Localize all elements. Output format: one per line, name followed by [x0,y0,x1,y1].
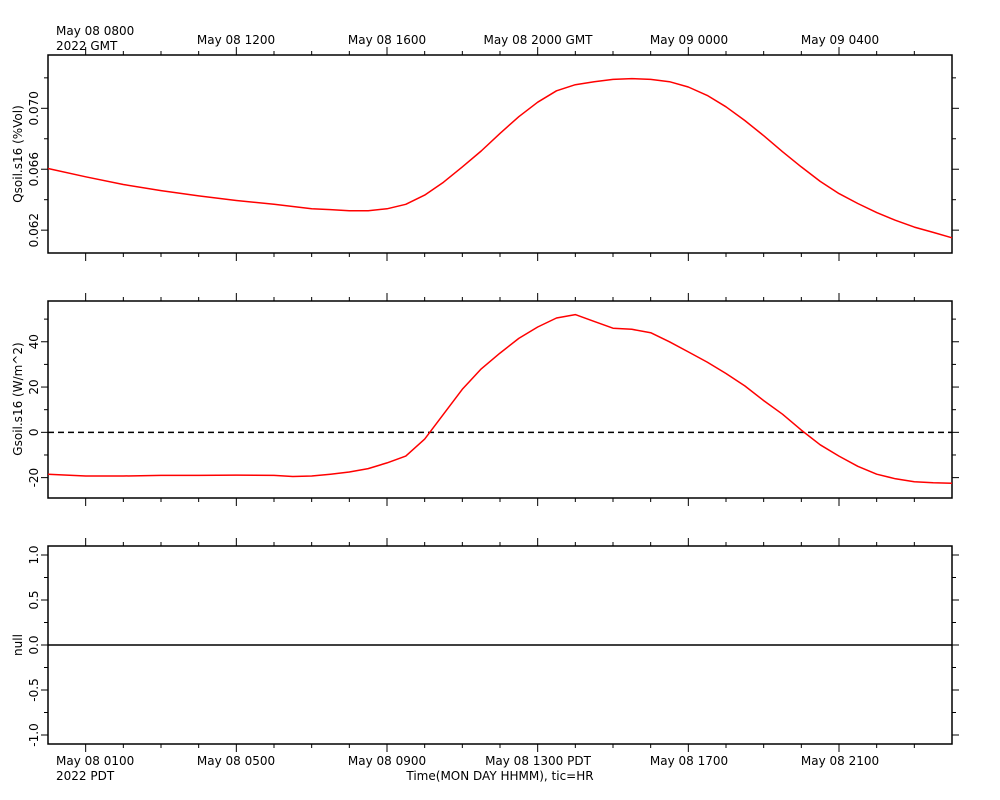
top-axis-corner-line1: May 08 0800 [56,24,134,38]
y-tick-labels: -1.0 -0.5 0.0 0.5 1.0 [27,545,41,746]
y-axis-label: Gsoil.s16 (W/m^2) [11,342,25,455]
top-axis-tick-label: May 08 1600 [348,33,426,47]
y-axis-ticks [41,318,959,479]
y-tick-label: 40 [27,334,41,349]
x-axis-ticks [85,538,915,752]
bottom-time-axis: May 08 0100 2022 PDT May 08 0500 May 08 … [56,754,879,783]
y-tick-label: -0.5 [27,678,41,701]
y-tick-label: 0.066 [27,152,41,186]
plot-frame [47,300,953,499]
x-axis-ticks [85,47,915,261]
bottom-axis-tick-label: May 08 0900 [348,754,426,768]
y-tick-label: -20 [27,468,41,488]
bottom-axis-tick-label: May 08 2100 [801,754,879,768]
y-tick-labels: -20 0 20 40 [27,334,41,487]
top-axis-tick-label: May 08 1200 [197,33,275,47]
x-axis-ticks [85,293,915,506]
y-tick-label: 0 [27,429,41,437]
y-tick-label: 0.070 [27,91,41,125]
top-axis-corner-line2: 2022 GMT [56,39,118,53]
plot-frame [47,54,953,254]
series-layer [47,313,953,485]
top-axis-tick-label: May 09 0400 [801,33,879,47]
y-axis-ticks [41,77,959,231]
bottom-axis-tick-label: May 08 0500 [197,754,275,768]
x-axis-title: Time(MON DAY HHMM), tic=HR [405,769,593,783]
y-tick-labels: 0.062 0.066 0.070 [27,91,41,247]
y-tick-label: -1.0 [27,723,41,746]
bottom-axis-tick-label: May 08 1300 PDT [485,754,592,768]
bottom-axis-corner-line2: 2022 PDT [56,769,115,783]
y-tick-label: 0.5 [27,590,41,609]
qsoil-panel: Qsoil.s16 (%Vol) 0.062 0.066 0.070 [11,47,959,261]
top-axis-tick-label: May 09 0000 [650,33,728,47]
null-panel: null -1.0 -0.5 0.0 0.5 1.0 [11,538,959,752]
y-tick-label: 0.062 [27,213,41,247]
series-line [47,77,953,239]
y-axis-label: null [11,634,25,656]
gsoil-panel: Gsoil.s16 (W/m^2) -20 0 20 40 [11,293,959,506]
bottom-axis-corner-line1: May 08 0100 [56,754,134,768]
y-axis-label: Qsoil.s16 (%Vol) [11,105,25,203]
y-tick-label: 20 [27,379,41,394]
y-tick-label: 1.0 [27,545,41,564]
y-axis-ticks [41,554,959,736]
series-line [47,313,953,485]
bottom-axis-tick-label: May 08 1700 [650,754,728,768]
top-axis-tick-label: May 08 2000 GMT [483,33,593,47]
y-tick-label: 0.0 [27,635,41,654]
series-layer [47,77,953,239]
top-time-axis: May 08 0800 2022 GMT May 08 1200 May 08 … [56,24,879,53]
